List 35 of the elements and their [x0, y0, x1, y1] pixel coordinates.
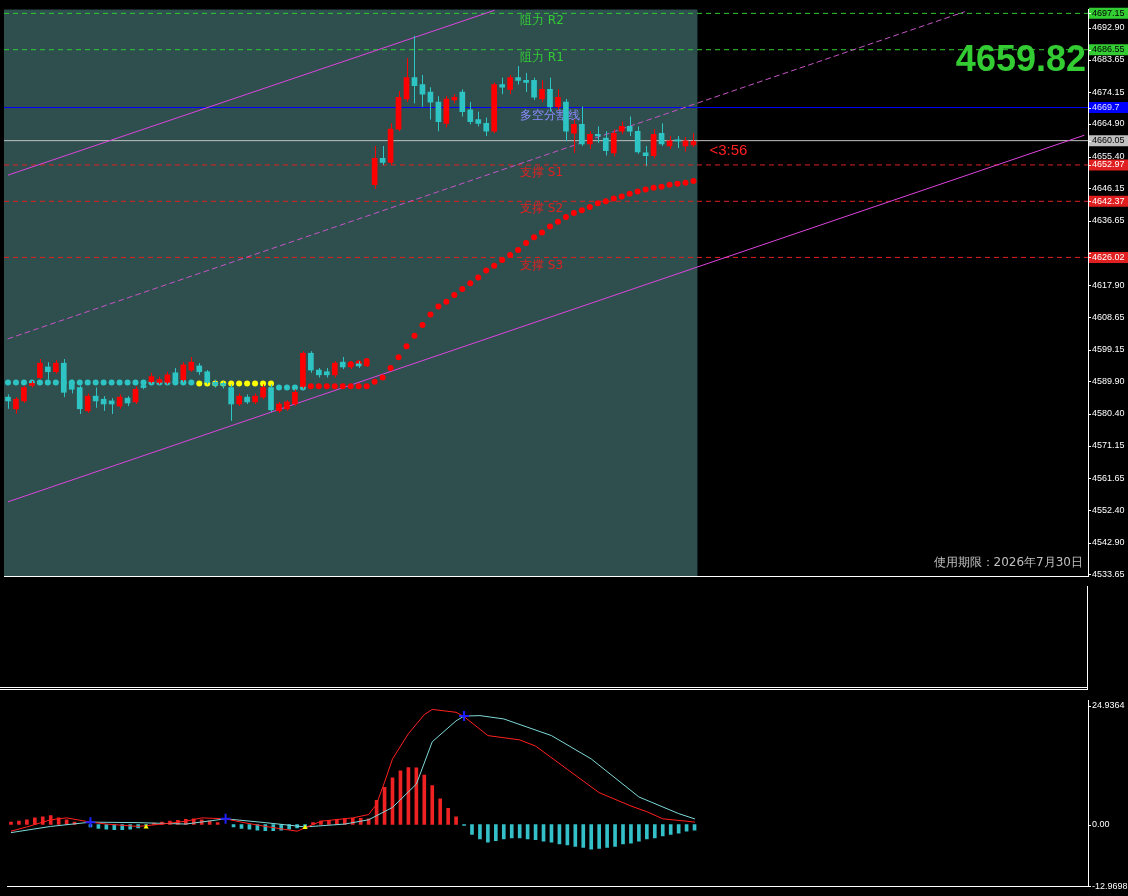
y-tick-label: 4652.97	[1092, 159, 1125, 170]
y-tick-label: 4642.37	[1092, 195, 1125, 206]
annotation: 使用期限：2026年7月30日	[933, 554, 1083, 569]
y-tick-label: 4636.65	[1092, 215, 1125, 226]
ref-line-label: 阻力 R1	[519, 49, 564, 64]
ref-line-label: 阻力 R2	[519, 13, 564, 28]
ref-line-label: 支撑 S2	[519, 201, 564, 216]
y-tick-label: 4580.40	[1092, 408, 1125, 419]
y-tick-label: 4571.15	[1092, 440, 1125, 451]
y-tick-label: 4552.40	[1092, 504, 1125, 515]
y-tick-label: 4692.90	[1092, 22, 1125, 33]
y-tick-label: 4589.90	[1092, 375, 1125, 386]
y-tick-label: 4683.65	[1092, 54, 1125, 65]
y-tick-label: 4655.40	[1092, 151, 1125, 162]
y-tick-label: 4686.55	[1092, 44, 1125, 55]
y-tick-label: 4608.65	[1092, 311, 1125, 322]
y-tick-label: 4674.15	[1092, 86, 1125, 97]
y-tick-label: 0.00	[1092, 819, 1110, 830]
annotation: <3:56	[709, 141, 748, 159]
y-tick-label: 4533.65	[1092, 568, 1125, 579]
y-tick-label: 24.9364	[1092, 700, 1125, 711]
ref-line-label: 支撑 S3	[519, 257, 564, 272]
y-tick-label: 4542.90	[1092, 537, 1125, 548]
y-tick-label: 4664.90	[1092, 118, 1125, 129]
y-tick-label: 4660.05	[1092, 135, 1125, 146]
y-tick-label: 4599.15	[1092, 344, 1125, 355]
y-tick-label: 4561.65	[1092, 472, 1125, 483]
y-tick-label: 4617.90	[1092, 279, 1125, 290]
y-tick-label: -12.9698	[1092, 880, 1128, 891]
ref-line-label: 支撑 S1	[519, 165, 564, 180]
y-tick-label: 4626.02	[1092, 251, 1125, 262]
y-tick-label: 4646.15	[1092, 182, 1125, 193]
y-tick-label: 4669.7	[1092, 102, 1120, 113]
y-tick-label: 4697.15	[1092, 7, 1125, 18]
annotation: 4659.82	[955, 38, 1086, 80]
